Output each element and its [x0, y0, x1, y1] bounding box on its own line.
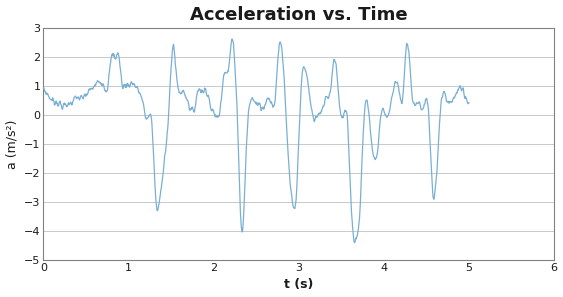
- Y-axis label: a (m/s²): a (m/s²): [6, 119, 19, 169]
- Title: Acceleration vs. Time: Acceleration vs. Time: [190, 6, 408, 23]
- X-axis label: t (s): t (s): [284, 279, 314, 291]
